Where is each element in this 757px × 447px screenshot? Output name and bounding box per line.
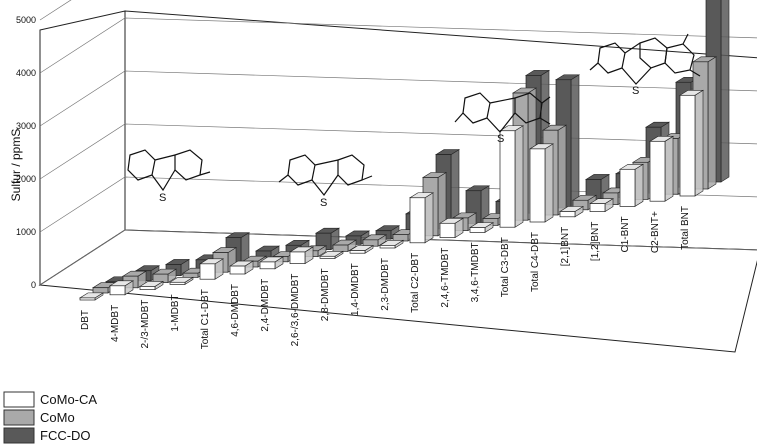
bar-como-ca-2-1-bnt [558, 205, 585, 218]
structure-c2-dbt [278, 154, 373, 197]
y-tick-label: 0 [31, 280, 36, 290]
y-tick-label: 5000 [16, 15, 36, 25]
category-label-total-c1-dbt: Total C1-DBT [200, 289, 211, 349]
legend-swatch-fcc-do [3, 427, 35, 444]
legend-label-como: CoMo [40, 410, 75, 425]
y-axis-ticks: 0 1000 2000 3000 4000 5000 [16, 0, 757, 290]
category-label-total-c3-dbt: Total C3-DBT [500, 237, 511, 297]
category-label-1-mdbt: 1-MDBT [170, 294, 181, 331]
bars [78, 0, 730, 301]
structure-c3-dbt-sulfur: S [497, 133, 504, 145]
category-label-4-mdbt: 4-MDBT [110, 305, 121, 342]
y-tick-label: 2000 [16, 174, 36, 184]
bar-como-ca-total-c3-dbt [498, 125, 525, 228]
category-label-total-c2-dbt: Total C2-DBT [410, 253, 421, 313]
bar-como-ca-4-mdbt [108, 280, 135, 296]
bar-como-ca-c2-bnt [648, 135, 675, 202]
category-label-1-2-bnt: [1,2]BNT [590, 222, 601, 261]
gridline [39, 0, 72, 21]
bar-como-ca-dbt [78, 292, 105, 301]
category-label-2-4-dmdbt: 2,4-DMDBT [260, 279, 271, 332]
bar-como-ca-total-c4-dbt [528, 143, 555, 223]
gridline [39, 17, 757, 74]
bar-como-ca-2-3-mdbt [138, 280, 165, 291]
bar-como-ca-c1-bnt [618, 163, 645, 207]
bar-como-ca-2-8-dmdbt [318, 250, 345, 259]
bar-como-ca-total-c2-dbt [408, 192, 435, 244]
category-label-4-6-dmdbt: 4,6-DMDBT [230, 284, 241, 337]
category-label-c2-bnt: C2-BNT+ [650, 211, 661, 253]
category-label-total-bnt: Total BNT [680, 206, 691, 250]
bar-como-ca-total-bnt [678, 89, 705, 197]
gridline [39, 229, 757, 286]
structure-c3-dbt [454, 92, 551, 133]
bar-como-2-3-mdbt [151, 268, 178, 284]
bar-como-ca-3-4-6-tmdbt [468, 222, 495, 233]
bar-como-ca-1-4-dmdbt [348, 245, 375, 254]
bar-como-ca-1-2-bnt [588, 198, 615, 213]
y-tick-label: 1000 [16, 227, 36, 237]
y-tick-label: 3000 [16, 121, 36, 131]
category-label-2-4-6-tmdbt: 2,4,6-TMDBT [440, 248, 451, 308]
bar-como-ca-4-6-dmdbt [228, 260, 255, 275]
legend-swatch-como [3, 409, 35, 426]
structure-c2-dbt-sulfur: S [320, 197, 327, 209]
bar-como-ca-2-4-6-tmdbt [438, 217, 465, 239]
category-label-2-3-mdbt: 2-/3-MDBT [140, 300, 151, 349]
category-label-3-4-6-tmdbt: 3,4,6-TMDBT [470, 242, 481, 302]
legend-label-fcc-do: FCC-DO [40, 428, 91, 443]
structure-bnt-sulfur: S [632, 85, 639, 97]
bar-como-ca-2-3-dmdbt [378, 239, 405, 249]
bar-como-ca-2-6-3-6-dmdbt [288, 246, 315, 265]
y-tick-label: 4000 [16, 68, 36, 78]
legend-label-como-ca: CoMo-CA [40, 392, 97, 407]
category-label-2-3-dmdbt: 2,3-DMDBT [380, 258, 391, 311]
category-label-2-1-bnt: [2,1]BNT [560, 227, 571, 266]
bar-como-1-4-dmdbt [361, 234, 388, 247]
category-label-2-8-dmdbt: 2,8-DMDBT [320, 268, 331, 321]
structure-c1-dbt [127, 149, 211, 192]
legend: CoMo-CA CoMo FCC-DO [3, 391, 97, 444]
bar-como-ca-2-4-dmdbt [258, 256, 285, 270]
category-label-2-6-3-6-dmdbt: 2,6-/3,6-DMDBT [290, 274, 301, 347]
structure-c1-dbt-sulfur: S [159, 192, 166, 204]
bar-como-ca-total-c1-dbt [198, 258, 225, 280]
bar-como-ca-1-mdbt [168, 276, 195, 285]
category-label-1-4-dmdbt: 1,4-DMDBT [350, 263, 361, 316]
category-label-total-c4-dbt: Total C4-DBT [530, 232, 541, 292]
structure-bnt [589, 33, 701, 85]
x-axis-categories: DBT 4-MDBT 2-/3-MDBT 1-MDBT Total C1-DBT 4,6-… [80, 206, 691, 349]
y-axis-label: Sulfur / ppmS [9, 129, 23, 202]
category-label-c1-bnt: C1-BNT [620, 216, 631, 252]
legend-swatch-como-ca [3, 391, 35, 408]
category-label-dbt: DBT [80, 310, 91, 330]
